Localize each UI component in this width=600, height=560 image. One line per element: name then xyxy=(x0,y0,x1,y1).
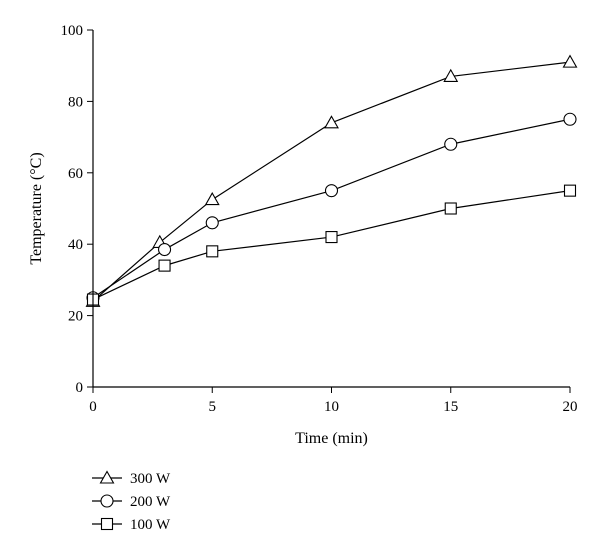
data-point xyxy=(325,231,338,244)
legend-label: 200 W xyxy=(130,494,171,510)
legend-item: 300 W xyxy=(92,470,171,487)
y-tick-label: 60 xyxy=(68,166,83,182)
series-line xyxy=(92,61,571,302)
data-point xyxy=(158,243,172,257)
series-line xyxy=(92,190,571,301)
data-point xyxy=(443,68,459,82)
series-line xyxy=(92,118,571,299)
legend-item: 100 W xyxy=(92,517,171,533)
y-tick-label: 80 xyxy=(68,94,83,110)
data-point xyxy=(324,115,339,129)
legend-label: 100 W xyxy=(130,517,171,533)
x-tick-label: 15 xyxy=(443,399,458,415)
y-axis-title: Temperature (°C) xyxy=(28,152,45,264)
x-tick-label: 20 xyxy=(563,399,578,415)
data-point xyxy=(444,202,457,215)
series-circle xyxy=(86,112,577,305)
legend-item: 200 W xyxy=(92,494,171,510)
axes: 0 20 40 60 80 100 0 5 10 15 20 xyxy=(61,23,578,415)
data-point xyxy=(206,245,219,258)
y-tick-label: 100 xyxy=(61,23,84,39)
legend-marker xyxy=(99,470,115,484)
x-tick-label: 5 xyxy=(209,399,217,415)
y-tick-label: 40 xyxy=(68,237,83,253)
legend-marker xyxy=(100,517,114,531)
data-point xyxy=(205,216,219,230)
y-tick-label: 0 xyxy=(76,380,84,396)
legend-marker xyxy=(100,494,114,508)
plot-area xyxy=(85,54,578,307)
data-point xyxy=(158,259,171,272)
data-point xyxy=(562,54,578,68)
y-tick-label: 20 xyxy=(68,309,83,325)
legend: 300 W 200 W 100 W xyxy=(92,470,171,533)
legend-label: 300 W xyxy=(130,471,171,487)
x-axis-title: Time (min) xyxy=(295,430,368,447)
data-point xyxy=(204,191,220,206)
x-tick-label: 10 xyxy=(324,399,339,415)
series-triangle xyxy=(85,54,578,307)
x-tick-label: 0 xyxy=(89,399,97,415)
data-point xyxy=(444,137,458,151)
data-point xyxy=(324,184,339,198)
data-point xyxy=(563,112,577,126)
data-point xyxy=(563,184,577,197)
